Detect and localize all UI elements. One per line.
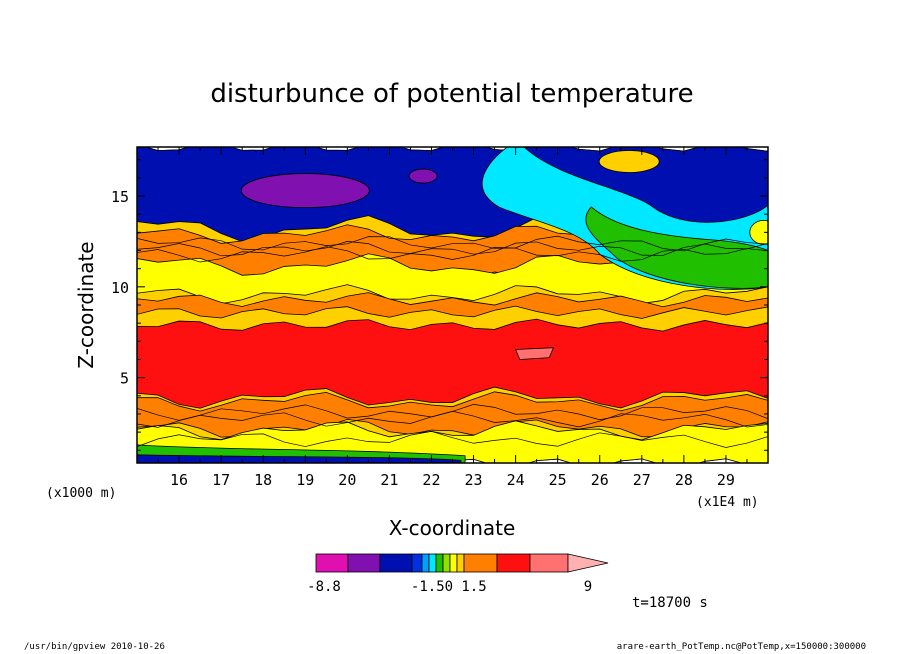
colorbar-labels: -8.8 -1.50 1.5 9	[307, 579, 592, 595]
y-axis-ticks: 5 10 15	[111, 159, 768, 451]
x-tick-label: 24	[507, 471, 525, 489]
y-tick-label: 5	[120, 370, 129, 388]
y-axis-label: Z-coordinate	[74, 241, 98, 368]
x-tick-label: 18	[254, 471, 272, 489]
footer-right: arare-earth_PotTemp.nc@PotTemp,x=150000:…	[616, 642, 866, 652]
contour-band-weak-pos	[137, 253, 768, 305]
contour-line	[137, 241, 768, 257]
colorbar-segment	[411, 553, 423, 573]
chart-title: disturbunce of potential temperature	[210, 79, 693, 109]
x-tick-label: 29	[717, 471, 735, 489]
x-tick-label: 22	[422, 471, 440, 489]
contour-purple-min-2	[408, 168, 438, 184]
y-tick-label: 15	[111, 188, 129, 206]
colorbar-label: -1.50	[411, 579, 453, 595]
colorbar-segment	[428, 553, 437, 573]
contour-purple-min	[240, 173, 370, 208]
time-label: t=18700 s	[632, 595, 708, 611]
y-tick-label: 10	[111, 279, 129, 297]
contour-line	[137, 431, 768, 448]
x-tick-label: 23	[465, 471, 483, 489]
contour-pink-max	[515, 347, 555, 360]
contour-lines	[137, 235, 768, 448]
colorbar-segment	[529, 553, 569, 573]
contour-line	[137, 235, 768, 252]
x-tick-label: 20	[338, 471, 356, 489]
colorbar-segment	[315, 553, 349, 573]
x-tick-label: 27	[633, 471, 651, 489]
colorbar	[315, 553, 609, 573]
colorbar-label: 1.5	[461, 579, 486, 595]
x-unit-left: (x1000 m)	[46, 486, 116, 501]
x-tick-label: 28	[675, 471, 693, 489]
colorbar-segment	[379, 553, 413, 573]
x-tick-label: 17	[212, 471, 230, 489]
x-unit-right: (x1E4 m)	[696, 495, 759, 510]
colorbar-segment	[456, 553, 465, 573]
contour-band-strong-pos	[137, 318, 768, 409]
x-axis-label: X-coordinate	[389, 516, 516, 540]
x-tick-label: 19	[296, 471, 314, 489]
colorbar-segment	[442, 553, 451, 573]
x-tick-label: 25	[549, 471, 567, 489]
colorbar-segment	[496, 553, 531, 573]
colorbar-arrow	[567, 553, 609, 573]
colorbar-label: 9	[584, 579, 592, 595]
x-tick-label: 16	[170, 471, 188, 489]
contour-line	[137, 410, 768, 428]
contour-line	[137, 246, 768, 263]
x-axis-ticks: 16 17 18 19 20 21 22 23 24 25 26 27 28 29	[157, 147, 748, 489]
contour-fills	[137, 147, 768, 463]
contour-yellow-edge	[749, 219, 768, 245]
contour-ground-blue	[137, 454, 462, 463]
footer-left: /usr/bin/gpview 2010-10-26	[24, 642, 165, 652]
contour-band-mid-pos	[137, 292, 768, 319]
colorbar-label: -8.8	[307, 579, 341, 595]
colorbar-segment	[449, 553, 458, 573]
x-tick-label: 26	[591, 471, 609, 489]
colorbar-segment	[435, 553, 444, 573]
colorbar-segment	[421, 553, 430, 573]
colorbar-segment	[463, 553, 498, 573]
colorbar-segment	[347, 553, 381, 573]
contour-yellow-blob	[598, 150, 660, 173]
x-tick-label: 21	[380, 471, 398, 489]
